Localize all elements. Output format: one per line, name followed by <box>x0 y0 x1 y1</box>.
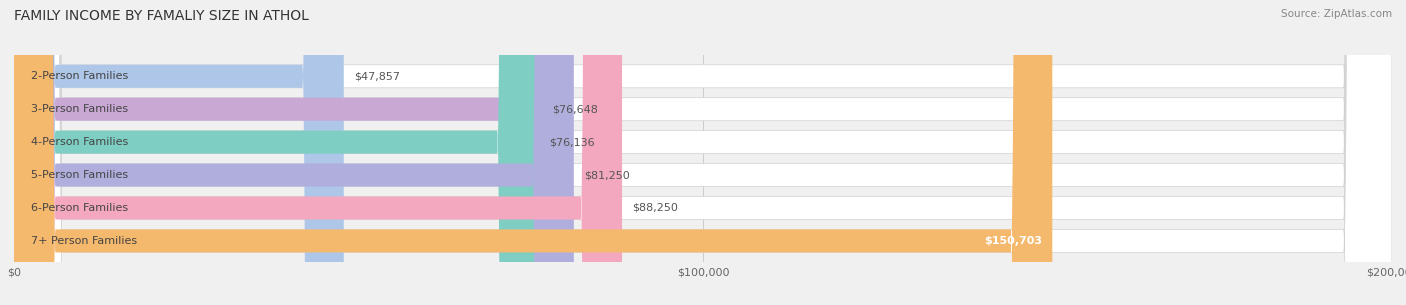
FancyBboxPatch shape <box>14 0 543 305</box>
Text: 7+ Person Families: 7+ Person Families <box>31 236 138 246</box>
FancyBboxPatch shape <box>14 0 1052 305</box>
FancyBboxPatch shape <box>14 0 1392 305</box>
FancyBboxPatch shape <box>14 0 1392 305</box>
Text: $76,136: $76,136 <box>548 137 595 147</box>
FancyBboxPatch shape <box>14 0 1392 305</box>
Text: FAMILY INCOME BY FAMALIY SIZE IN ATHOL: FAMILY INCOME BY FAMALIY SIZE IN ATHOL <box>14 9 309 23</box>
FancyBboxPatch shape <box>14 0 538 305</box>
Text: $88,250: $88,250 <box>633 203 678 213</box>
Text: $81,250: $81,250 <box>583 170 630 180</box>
FancyBboxPatch shape <box>14 0 343 305</box>
Text: 6-Person Families: 6-Person Families <box>31 203 128 213</box>
Text: 5-Person Families: 5-Person Families <box>31 170 128 180</box>
FancyBboxPatch shape <box>14 0 574 305</box>
Text: 3-Person Families: 3-Person Families <box>31 104 128 114</box>
FancyBboxPatch shape <box>14 0 1392 305</box>
FancyBboxPatch shape <box>14 0 1392 305</box>
Text: 2-Person Families: 2-Person Families <box>31 71 128 81</box>
Text: $76,648: $76,648 <box>553 104 599 114</box>
Text: $150,703: $150,703 <box>984 236 1042 246</box>
Text: $47,857: $47,857 <box>354 71 401 81</box>
FancyBboxPatch shape <box>14 0 1392 305</box>
Text: 4-Person Families: 4-Person Families <box>31 137 128 147</box>
FancyBboxPatch shape <box>14 0 621 305</box>
Text: Source: ZipAtlas.com: Source: ZipAtlas.com <box>1281 9 1392 19</box>
